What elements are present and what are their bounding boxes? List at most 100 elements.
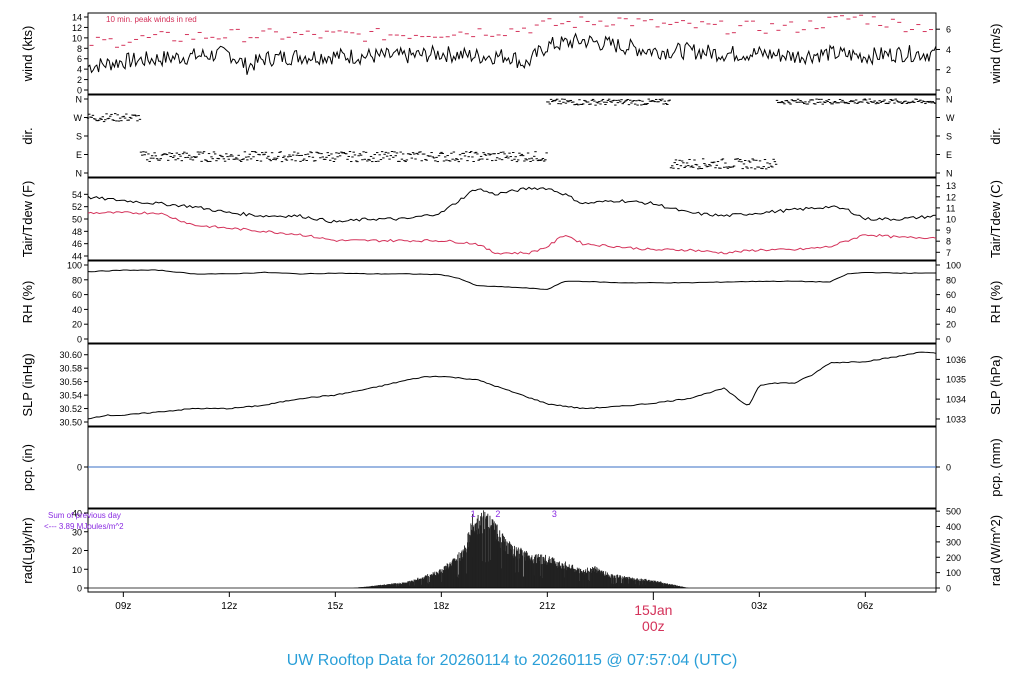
rh-ytick-right-label: 20 <box>946 320 956 330</box>
rh-ytick-label: 60 <box>72 290 82 300</box>
rh-line <box>87 269 936 290</box>
temp-ytick-right-label: 7 <box>946 248 951 258</box>
rh-ytick-label: 0 <box>77 335 82 345</box>
wind-ylabel-right: wind (m/s) <box>988 24 1003 85</box>
slp-panel-frame <box>87 343 937 427</box>
x-tick-label: 06z <box>857 601 873 612</box>
slp-ytick-label: 30.50 <box>59 418 82 428</box>
slp-ylabel: SLP (inHg) <box>20 353 35 416</box>
dir-ytick-label: W <box>74 113 83 123</box>
temp-ytick-label: 54 <box>72 190 82 200</box>
wind-ylabel: wind (kts) <box>20 26 35 83</box>
wind-ytick-label: 10 <box>72 33 82 43</box>
slp-ytick-label: 30.58 <box>59 364 82 374</box>
dir-ytick-right-label: N <box>946 95 953 105</box>
temp-ytick-label: 48 <box>72 227 82 237</box>
slp-ylabel-right: SLP (hPa) <box>988 355 1003 415</box>
slp-line <box>87 351 937 420</box>
x-date-hour-label: 00z <box>642 618 665 634</box>
wind-speed-line <box>87 32 937 75</box>
temp-ytick-right-label: 13 <box>946 181 956 191</box>
rad-annotation-sum: Sum of previous day <box>48 511 121 520</box>
slp-ytick-label: 30.54 <box>59 391 82 401</box>
rad-ytick-right-label: 0 <box>946 584 951 594</box>
dir-ytick-right-label: E <box>946 150 952 160</box>
rad-marker: 1 <box>471 509 476 519</box>
slp-ytick-right-label: 1036 <box>946 355 966 365</box>
rad-ytick-label: 30 <box>72 527 82 537</box>
x-tick-label: 09z <box>115 601 131 612</box>
rad-ytick-right-label: 400 <box>946 522 961 532</box>
rad-annotation-value: <--- 3.89 MJoules/m^2 <box>44 522 124 531</box>
wind-ytick-label: 6 <box>77 54 82 64</box>
rh-ytick-right-label: 60 <box>946 290 956 300</box>
dir-ytick-label: N <box>76 95 83 105</box>
wind-ytick-label: 8 <box>77 44 82 54</box>
rh-ylabel: RH (%) <box>20 281 35 324</box>
rad-ytick-right-label: 500 <box>946 507 961 517</box>
slp-ytick-label: 30.56 <box>59 377 82 387</box>
dir-ylabel-right: dir. <box>988 127 1003 144</box>
temp-ytick-label: 46 <box>72 239 82 249</box>
wind-ytick-label: 12 <box>72 23 82 33</box>
rad-marker: 3 <box>552 509 557 519</box>
wind-panel-frame <box>87 12 937 95</box>
wind-ytick-right-label: 4 <box>946 45 951 55</box>
slp-ytick-right-label: 1033 <box>946 414 966 424</box>
x-tick-label: 18z <box>433 601 449 612</box>
x-tick-label: 03z <box>751 601 767 612</box>
x-tick-label: 15z <box>327 601 343 612</box>
rh-ytick-label: 20 <box>72 320 82 330</box>
temp-dewpoint-line <box>87 211 937 255</box>
pcp-ylabel-right: pcp. (mm) <box>988 438 1003 497</box>
rh-ytick-right-label: 40 <box>946 305 956 315</box>
dir-ytick-right-label: W <box>946 113 955 123</box>
temp-ylabel: Tair/Tdew (F) <box>20 181 35 258</box>
dir-ytick-right-label: S <box>946 132 952 142</box>
pcp-ytick-right-label: 0 <box>946 463 951 473</box>
rh-ytick-label: 40 <box>72 305 82 315</box>
x-date-label: 15Jan <box>634 602 672 618</box>
dir-ytick-label: E <box>76 150 82 160</box>
dir-ylabel: dir. <box>20 127 35 144</box>
dir-ytick-label: N <box>76 169 83 179</box>
temp-ytick-label: 52 <box>72 202 82 212</box>
x-tick-label: 12z <box>221 601 237 612</box>
slp-ytick-right-label: 1035 <box>946 375 966 385</box>
temp-ylabel-right: Tair/Tdew (C) <box>988 180 1003 258</box>
temp-ytick-label: 50 <box>72 215 82 225</box>
slp-ytick-right-label: 1034 <box>946 395 966 405</box>
rad-ylabel-right: rad (W/m^2) <box>988 515 1003 586</box>
wind-ytick-label: 14 <box>72 13 82 23</box>
wind-ytick-label: 0 <box>77 86 82 96</box>
slp-ytick-label: 30.60 <box>59 350 82 360</box>
temp-ytick-right-label: 8 <box>946 237 951 247</box>
slp-ytick-label: 30.52 <box>59 404 82 414</box>
dir-ytick-label: S <box>76 132 82 142</box>
temp-ytick-right-label: 9 <box>946 226 951 236</box>
rh-ytick-right-label: 80 <box>946 275 956 285</box>
wind-ytick-label: 4 <box>77 65 82 75</box>
rad-ytick-right-label: 100 <box>946 568 961 578</box>
rad-ytick-right-label: 300 <box>946 537 961 547</box>
rh-ytick-right-label: 0 <box>946 335 951 345</box>
rad-ytick-label: 0 <box>77 584 82 594</box>
temp-ytick-right-label: 12 <box>946 192 956 202</box>
wind-ytick-right-label: 0 <box>946 86 951 96</box>
wind-ytick-right-label: 6 <box>946 25 951 35</box>
rad-ytick-label: 20 <box>72 546 82 556</box>
rad-ytick-label: 40 <box>72 509 82 519</box>
rh-panel-frame <box>87 260 937 344</box>
temp-ytick-right-label: 11 <box>946 203 955 213</box>
rh-ylabel-right: RH (%) <box>988 281 1003 324</box>
dir-ytick-right-label: N <box>946 169 953 179</box>
temp-ytick-right-label: 10 <box>946 215 956 225</box>
temp-air-line <box>87 186 937 224</box>
rh-ytick-right-label: 100 <box>946 261 961 271</box>
wind-ytick-right-label: 2 <box>946 65 951 75</box>
rad-ylabel: rad(Lgly/hr) <box>20 517 35 583</box>
wind-ytick-label: 2 <box>77 75 82 85</box>
